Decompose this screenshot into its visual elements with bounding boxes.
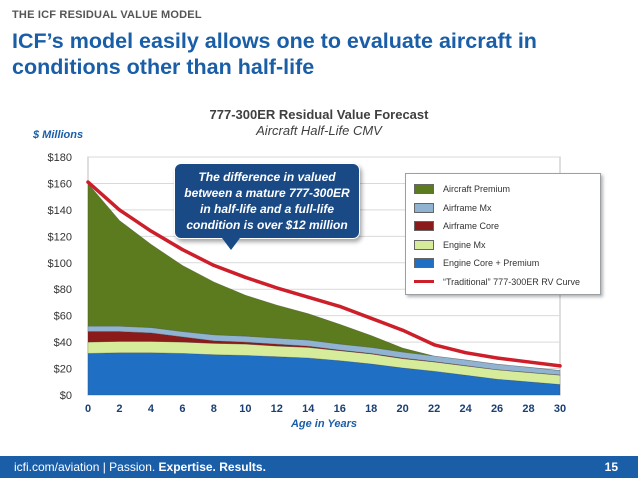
x-tick-label: 10 — [239, 403, 251, 415]
stacked-areas — [87, 182, 561, 396]
rv-curve-point — [180, 247, 184, 252]
rv-curve-point — [306, 295, 310, 299]
rv-curve-point — [432, 343, 436, 347]
y-tick-label: $0 — [60, 390, 72, 402]
legend-swatch-engine-mx — [414, 239, 434, 250]
y-tick-labels: $0 $20 $40 $60 $80 $100 $120 $140 $160 $180 — [48, 152, 72, 402]
x-tick-labels: 0 2 4 6 8 10 12 14 16 18 20 22 24 26 28 30 — [85, 403, 566, 415]
legend-label-engine-mx: Engine Mx — [443, 239, 486, 250]
x-tick-label: 24 — [459, 403, 472, 415]
legend-item-rv-curve: “Traditional” 777-300ER RV Curve — [414, 273, 592, 292]
legend-label-aircraft-premium: Aircraft Premium — [443, 184, 511, 195]
legend-item-airframe-core: Airframe Core — [414, 217, 592, 236]
legend-swatch-rv-curve — [414, 280, 434, 284]
x-tick-label: 4 — [148, 403, 155, 415]
area-airframe-mx — [87, 325, 561, 376]
rv-curve-point — [212, 263, 216, 268]
legend-label-rv-curve: “Traditional” 777-300ER RV Curve — [443, 276, 581, 287]
rv-curve-group — [86, 180, 562, 368]
rv-curve-point — [558, 364, 562, 368]
rv-curve-point — [464, 351, 468, 355]
area-engine-mx — [87, 341, 561, 385]
legend-item-engine-core-premium: Engine Core + Premium — [414, 254, 592, 273]
x-tick-label: 20 — [397, 403, 409, 415]
x-tick-label: 28 — [522, 403, 534, 415]
x-tick-label: 8 — [211, 403, 217, 415]
rv-curve-point — [243, 275, 247, 279]
rv-curve-line — [86, 180, 562, 368]
rv-curve-point — [117, 208, 122, 212]
legend-item-engine-mx: Engine Mx — [414, 236, 592, 255]
x-tick-label: 6 — [179, 403, 185, 415]
y-tick-label: $40 — [54, 337, 72, 349]
rv-curve-point — [86, 180, 90, 184]
y-tick-label: $60 — [54, 311, 72, 323]
rv-curve-point — [149, 229, 153, 233]
section-eyebrow: THE ICF RESIDUAL VALUE MODEL — [12, 9, 202, 21]
y-tick-label: $180 — [48, 152, 72, 164]
rv-curve-point — [338, 304, 342, 309]
legend-swatch-aircraft-premium — [414, 184, 434, 195]
rv-curve-point — [369, 316, 373, 320]
y-tick-label: $140 — [48, 205, 72, 217]
x-tick-label: 26 — [491, 403, 503, 415]
x-tick-label: 12 — [271, 403, 283, 415]
legend-item-airframe-mx: Airframe Mx — [414, 199, 592, 218]
area-aircraft-premium — [87, 182, 561, 371]
y-tick-label: $160 — [48, 178, 72, 190]
footer-tagline: icfi.com/aviation | Passion. Expertise. … — [14, 460, 266, 474]
rv-curve-point — [526, 360, 531, 364]
footer-site-link[interactable]: icfi.com/aviation — [14, 460, 100, 474]
x-tick-label: 18 — [365, 403, 377, 415]
area-airframe-core — [87, 331, 561, 376]
footer-bar: icfi.com/aviation | Passion. Expertise. … — [0, 456, 638, 478]
legend-label-airframe-mx: Airframe Mx — [443, 202, 492, 213]
footer-passion: Passion. — [109, 460, 159, 474]
y-axis-label: $ Millions — [33, 129, 84, 141]
chart-title: 777-300ER Residual Value Forecast — [209, 107, 429, 122]
rv-curve-point — [401, 328, 405, 332]
x-tick-label: 14 — [302, 403, 315, 415]
y-tick-label: $120 — [48, 231, 72, 243]
footer-results: Results. — [219, 460, 266, 474]
callout-pointer — [222, 238, 240, 250]
x-tick-label: 30 — [554, 403, 566, 415]
chart-subtitle: Aircraft Half-Life CMV — [256, 123, 382, 138]
x-tick-label: 16 — [334, 403, 346, 415]
rv-curve-point — [275, 286, 279, 290]
callout-box: The difference in valued between a matur… — [174, 163, 360, 239]
y-tick-label: $100 — [48, 258, 72, 270]
chart-legend: Aircraft Premium Airframe Mx Airframe Co… — [405, 173, 601, 295]
legend-swatch-airframe-core — [414, 221, 434, 232]
rv-curve-point — [495, 356, 499, 360]
x-tick-label: 22 — [428, 403, 440, 415]
x-tick-label: 2 — [116, 403, 122, 415]
y-tick-label: $80 — [54, 284, 72, 296]
page-number: 15 — [604, 460, 618, 474]
footer-separator: | — [99, 460, 110, 474]
legend-label-engine-core-premium: Engine Core + Premium — [443, 258, 540, 269]
footer-expertise: Expertise. — [158, 460, 220, 474]
legend-swatch-airframe-mx — [414, 202, 434, 213]
y-tick-label: $20 — [54, 364, 72, 376]
x-tick-label: 0 — [85, 403, 91, 415]
legend-swatch-engine-core-premium — [414, 258, 434, 269]
x-axis-label: Age in Years — [290, 418, 358, 430]
slide-headline: ICF’s model easily allows one to evaluat… — [12, 29, 537, 79]
legend-item-aircraft-premium: Aircraft Premium — [414, 180, 592, 199]
legend-label-airframe-core: Airframe Core — [443, 221, 500, 232]
